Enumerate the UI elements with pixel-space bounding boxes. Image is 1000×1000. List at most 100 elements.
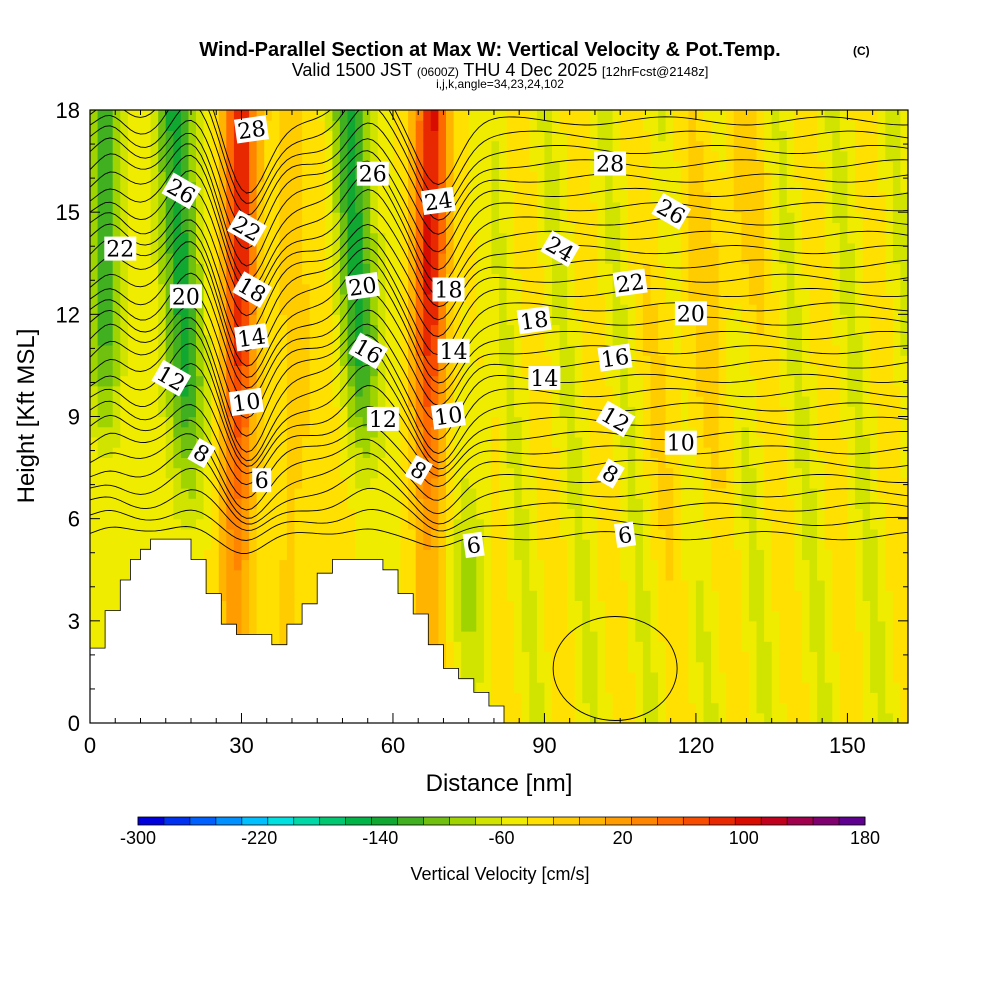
field-cell xyxy=(635,355,644,366)
field-cell xyxy=(370,212,379,223)
field-cell xyxy=(430,304,439,315)
field-cell xyxy=(499,590,508,601)
field-cell xyxy=(135,304,144,315)
field-cell xyxy=(196,416,205,428)
field-cell xyxy=(362,304,371,315)
field-cell xyxy=(264,518,273,530)
field-cell xyxy=(112,477,121,489)
field-cell xyxy=(506,222,515,234)
field-cell xyxy=(506,631,515,642)
field-cell xyxy=(264,528,273,540)
field-cell xyxy=(203,130,212,142)
field-cell xyxy=(680,539,689,550)
field-cell xyxy=(143,345,152,356)
field-cell xyxy=(612,314,621,326)
field-cell xyxy=(468,242,477,254)
field-cell xyxy=(650,263,659,274)
field-cell xyxy=(703,518,712,530)
field-cell xyxy=(627,293,636,305)
field-cell xyxy=(150,273,159,285)
field-cell xyxy=(165,171,174,183)
field-cell xyxy=(408,365,417,377)
field-cell xyxy=(180,304,190,315)
field-cell xyxy=(430,242,439,254)
field-cell xyxy=(499,620,508,632)
field-cell xyxy=(673,150,682,162)
field-cell xyxy=(430,314,439,326)
field-cell xyxy=(97,263,106,274)
field-cell xyxy=(203,467,212,479)
field-cell xyxy=(438,222,447,234)
field-cell xyxy=(438,590,447,601)
field-cell xyxy=(658,671,667,683)
field-cell xyxy=(286,447,296,458)
field-cell xyxy=(97,641,106,653)
field-cell xyxy=(264,539,273,550)
field-cell xyxy=(597,651,606,663)
field-cell xyxy=(506,314,515,326)
field-cell xyxy=(574,488,583,499)
field-cell xyxy=(150,518,159,530)
field-cell xyxy=(286,283,296,295)
field-cell xyxy=(514,590,523,601)
field-cell xyxy=(203,365,212,377)
field-cell xyxy=(112,528,121,540)
field-cell xyxy=(249,201,258,213)
field-cell xyxy=(536,477,546,489)
field-cell xyxy=(423,222,432,234)
field-cell xyxy=(514,120,523,131)
field-cell xyxy=(271,610,280,622)
field-cell xyxy=(544,201,553,213)
field-cell xyxy=(461,498,470,509)
field-cell xyxy=(158,304,167,315)
subtitle-valid: Valid 1500 JST xyxy=(292,60,413,80)
field-cell xyxy=(673,406,682,418)
field-cell xyxy=(612,631,621,642)
field-cell xyxy=(339,212,349,223)
field-cell xyxy=(711,375,720,387)
field-cell xyxy=(650,283,659,295)
field-cell xyxy=(408,293,417,305)
field-cell xyxy=(332,436,341,448)
field-cell xyxy=(233,518,243,530)
field-cell xyxy=(90,304,99,315)
field-cell xyxy=(233,314,243,326)
field-cell xyxy=(483,610,493,622)
field-cell xyxy=(711,161,720,172)
field-cell xyxy=(120,273,129,285)
field-cell xyxy=(461,426,470,438)
field-cell xyxy=(567,651,576,663)
field-cell xyxy=(582,488,591,499)
field-cell xyxy=(476,222,485,234)
field-cell xyxy=(408,447,417,458)
field-cell xyxy=(150,365,159,377)
field-cell xyxy=(499,396,508,407)
field-cell xyxy=(393,314,402,326)
field-cell xyxy=(695,161,705,172)
field-cell xyxy=(536,467,546,479)
field-cell xyxy=(211,181,220,193)
field-cell xyxy=(135,396,144,407)
field-cell xyxy=(589,447,599,458)
field-cell xyxy=(703,304,712,315)
field-cell xyxy=(521,682,530,693)
field-cell xyxy=(430,631,439,642)
field-cell xyxy=(461,375,470,387)
field-cell xyxy=(302,416,311,428)
field-cell xyxy=(529,671,538,683)
field-cell xyxy=(703,375,712,387)
field-cell xyxy=(680,222,689,234)
field-cell xyxy=(226,549,235,561)
field-cell xyxy=(582,549,591,561)
field-cell xyxy=(567,712,576,723)
field-cell xyxy=(400,569,409,581)
field-cell xyxy=(112,345,121,356)
field-cell xyxy=(377,242,386,254)
field-cell xyxy=(415,181,424,193)
field-cell xyxy=(491,671,500,683)
field-cell xyxy=(241,457,250,469)
field-cell xyxy=(506,324,515,336)
field-cell xyxy=(226,590,235,601)
field-cell xyxy=(362,549,371,561)
field-cell xyxy=(286,253,296,264)
